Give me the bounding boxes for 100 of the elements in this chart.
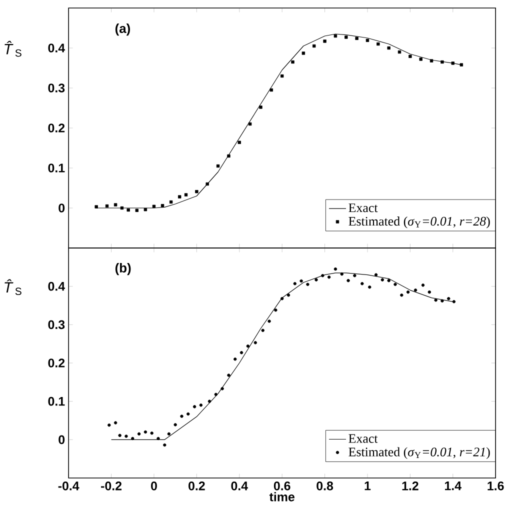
point bbox=[340, 272, 344, 276]
point bbox=[214, 392, 218, 396]
legend-label: Exact bbox=[348, 434, 378, 443]
point bbox=[328, 276, 331, 279]
point bbox=[344, 36, 348, 39]
point bbox=[114, 203, 118, 206]
point bbox=[408, 54, 412, 58]
point bbox=[381, 278, 384, 282]
point bbox=[280, 297, 284, 300]
y-tick-label: 0.3 bbox=[48, 84, 65, 92]
point bbox=[206, 182, 210, 186]
point bbox=[118, 434, 122, 438]
x-tick-label: 0 bbox=[151, 482, 158, 490]
point bbox=[200, 404, 203, 407]
point bbox=[387, 278, 391, 282]
x-tick-label: 0.6 bbox=[274, 482, 290, 490]
point bbox=[355, 36, 359, 40]
x-tick-label: 0.8 bbox=[316, 482, 334, 490]
x-tick-label: 1.6 bbox=[488, 482, 504, 490]
point bbox=[447, 297, 450, 300]
point bbox=[314, 278, 318, 282]
point bbox=[428, 290, 432, 294]
legend-label: Estimated (σ$_{Y}$=0.01, r=21) bbox=[348, 447, 490, 459]
point bbox=[274, 308, 278, 312]
point bbox=[238, 140, 242, 144]
point bbox=[270, 88, 274, 92]
x-tick-label: 0.2 bbox=[188, 482, 206, 490]
point bbox=[108, 424, 111, 427]
y-axis-title: T̂$_{S}$ bbox=[4, 279, 22, 296]
point bbox=[124, 434, 128, 438]
point bbox=[422, 284, 425, 287]
point bbox=[353, 274, 356, 278]
y-tick-label: 0.2 bbox=[48, 358, 65, 368]
point bbox=[452, 300, 456, 304]
point bbox=[161, 204, 164, 208]
point bbox=[193, 405, 196, 408]
y-tick-label: 0 bbox=[58, 204, 65, 212]
point bbox=[227, 154, 231, 158]
x-tick-label: -0.4 bbox=[58, 482, 80, 490]
point bbox=[374, 273, 378, 276]
point bbox=[406, 290, 410, 294]
point bbox=[312, 44, 316, 48]
point bbox=[306, 282, 310, 286]
point bbox=[323, 40, 327, 43]
annotation: (b) bbox=[116, 263, 131, 276]
point bbox=[94, 205, 98, 208]
point bbox=[220, 387, 224, 390]
x-tick-label: 1 bbox=[365, 482, 371, 490]
point bbox=[300, 279, 304, 283]
point bbox=[114, 421, 118, 424]
point bbox=[280, 74, 284, 78]
point bbox=[287, 294, 290, 297]
x-tick-label: 1.2 bbox=[402, 482, 419, 490]
point bbox=[186, 412, 190, 416]
point bbox=[131, 436, 134, 440]
point bbox=[430, 59, 434, 62]
point bbox=[195, 190, 198, 194]
point bbox=[268, 320, 272, 323]
point bbox=[414, 288, 418, 292]
x-axis-title: time bbox=[270, 492, 295, 502]
y-tick-label: 0.1 bbox=[48, 164, 65, 172]
point bbox=[334, 267, 338, 271]
point bbox=[174, 423, 178, 426]
point bbox=[180, 414, 184, 418]
point bbox=[440, 60, 444, 64]
y-axis-title: T̂$_{S}$ bbox=[4, 40, 22, 57]
point bbox=[440, 299, 444, 302]
x-tick-label: -0.2 bbox=[101, 482, 122, 490]
point bbox=[346, 278, 350, 282]
point bbox=[387, 46, 391, 50]
point bbox=[291, 60, 295, 64]
point bbox=[334, 34, 338, 38]
point bbox=[120, 206, 124, 210]
point bbox=[216, 164, 220, 168]
y-tick-label: 0 bbox=[58, 435, 65, 444]
point bbox=[106, 204, 109, 208]
y-tick-label: 0.4 bbox=[48, 44, 66, 52]
legend-label: Estimated (σ$_{Y}$=0.01, r=28) bbox=[348, 216, 490, 228]
annotation: (a) bbox=[116, 24, 130, 36]
point bbox=[419, 58, 423, 61]
point bbox=[434, 298, 438, 302]
point bbox=[150, 432, 154, 435]
point bbox=[360, 282, 364, 286]
point bbox=[208, 400, 212, 403]
point bbox=[184, 193, 188, 196]
point bbox=[302, 52, 306, 55]
point bbox=[259, 106, 263, 109]
point bbox=[240, 351, 244, 354]
y-tick-label: 0.1 bbox=[48, 396, 65, 406]
point bbox=[451, 62, 455, 65]
point bbox=[156, 436, 160, 440]
point bbox=[294, 282, 297, 286]
point bbox=[227, 374, 231, 377]
point bbox=[136, 208, 139, 212]
point bbox=[248, 122, 252, 126]
point bbox=[246, 344, 250, 348]
y-tick-label: 0.4 bbox=[48, 282, 66, 291]
point bbox=[144, 430, 148, 434]
point bbox=[321, 274, 324, 278]
point bbox=[152, 204, 156, 208]
